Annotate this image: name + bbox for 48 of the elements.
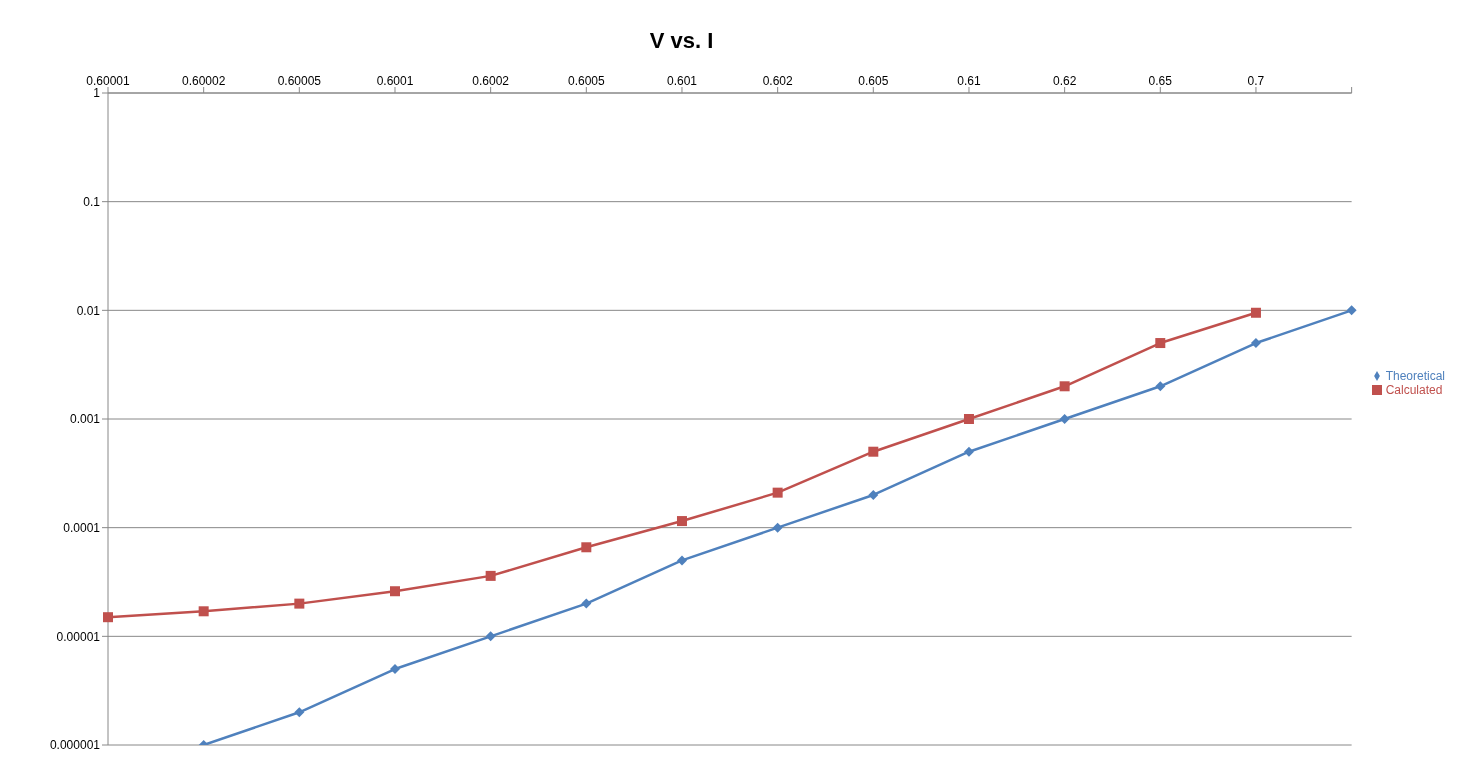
x-tick-label: 0.601 <box>666 74 698 88</box>
point <box>868 489 879 500</box>
point <box>581 542 592 553</box>
y-tick-label: 1 <box>93 86 101 101</box>
point <box>1155 381 1166 392</box>
x-tick-label: 0.602 <box>762 74 793 88</box>
y-tick-label: 0.000001 <box>49 738 101 753</box>
x-tick-label: 0.7 <box>1247 74 1265 88</box>
x-tick-label: 0.61 <box>957 74 981 88</box>
legend-label: Theoretical <box>1385 368 1445 383</box>
point <box>772 522 783 533</box>
point <box>676 516 687 527</box>
x-tick-label: 0.6001 <box>376 74 414 88</box>
x-tick-label: 0.60002 <box>181 74 226 88</box>
x-tick-label: 0.6002 <box>472 74 510 88</box>
point <box>103 612 113 623</box>
point <box>772 487 783 498</box>
y-tick-label: 0.01 <box>76 303 101 318</box>
point <box>1059 414 1070 424</box>
point <box>485 631 496 642</box>
point <box>868 446 879 457</box>
chart-title: V vs. I <box>648 28 715 54</box>
x-tick-label: 0.65 <box>1148 74 1173 88</box>
y-tick-label: 0.0001 <box>63 520 101 535</box>
x-tick-label: 0.60001 <box>86 74 131 88</box>
point <box>1155 338 1166 349</box>
point <box>198 606 209 617</box>
point <box>294 707 305 718</box>
point <box>485 570 496 581</box>
point <box>963 446 974 457</box>
point <box>1059 381 1070 392</box>
point <box>1250 307 1261 318</box>
point <box>1250 338 1261 349</box>
x-tick-label: 0.6005 <box>567 74 605 88</box>
point <box>389 586 400 597</box>
y-tick-label: 0.001 <box>69 412 101 427</box>
point <box>963 414 974 424</box>
y-tick-label: 0.00001 <box>56 629 101 644</box>
x-tick-label: 0.605 <box>858 74 889 88</box>
point <box>294 598 305 609</box>
point <box>1346 305 1357 316</box>
legend-label: Calculated <box>1385 382 1443 397</box>
point <box>581 598 592 609</box>
point <box>676 555 687 566</box>
y-tick-label: 0.1 <box>83 194 101 209</box>
x-tick-label: 0.60005 <box>277 74 322 88</box>
x-tick-label: 0.62 <box>1052 74 1077 88</box>
point <box>389 664 400 675</box>
